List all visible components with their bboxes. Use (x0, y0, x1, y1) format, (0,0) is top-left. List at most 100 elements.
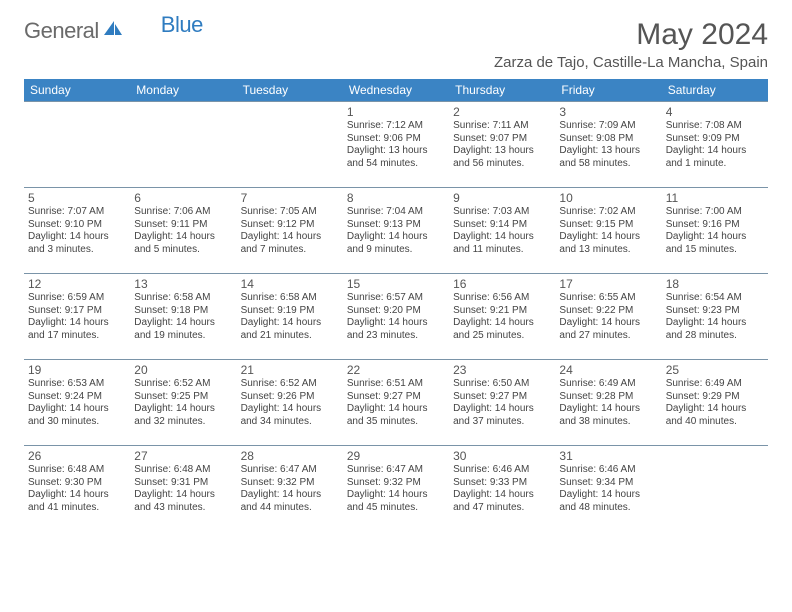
weekday-header: Sunday (24, 79, 130, 102)
day-number: 17 (559, 277, 657, 291)
day-info: Sunrise: 6:49 AMSunset: 9:29 PMDaylight:… (666, 378, 764, 428)
calendar-day-cell: 22Sunrise: 6:51 AMSunset: 9:27 PMDayligh… (343, 360, 449, 446)
day-info: Sunrise: 6:52 AMSunset: 9:25 PMDaylight:… (134, 378, 232, 428)
calendar-day-cell: 24Sunrise: 6:49 AMSunset: 9:28 PMDayligh… (555, 360, 661, 446)
calendar-day-cell: 17Sunrise: 6:55 AMSunset: 9:22 PMDayligh… (555, 274, 661, 360)
day-number: 7 (241, 191, 339, 205)
logo-text-blue: Blue (161, 12, 203, 38)
calendar-day-cell: 13Sunrise: 6:58 AMSunset: 9:18 PMDayligh… (130, 274, 236, 360)
calendar-empty-cell (24, 102, 130, 188)
weekday-header: Friday (555, 79, 661, 102)
weekday-header: Saturday (662, 79, 768, 102)
weekday-header: Tuesday (237, 79, 343, 102)
calendar-day-cell: 11Sunrise: 7:00 AMSunset: 9:16 PMDayligh… (662, 188, 768, 274)
day-info: Sunrise: 6:53 AMSunset: 9:24 PMDaylight:… (28, 378, 126, 428)
day-number: 5 (28, 191, 126, 205)
day-info: Sunrise: 6:55 AMSunset: 9:22 PMDaylight:… (559, 292, 657, 342)
day-info: Sunrise: 6:59 AMSunset: 9:17 PMDaylight:… (28, 292, 126, 342)
calendar-day-cell: 1Sunrise: 7:12 AMSunset: 9:06 PMDaylight… (343, 102, 449, 188)
day-info: Sunrise: 7:04 AMSunset: 9:13 PMDaylight:… (347, 206, 445, 256)
day-number: 25 (666, 363, 764, 377)
calendar-page: General Blue May 2024 Zarza de Tajo, Cas… (0, 0, 792, 550)
day-number: 6 (134, 191, 232, 205)
calendar-empty-cell (662, 446, 768, 532)
day-info: Sunrise: 6:48 AMSunset: 9:30 PMDaylight:… (28, 464, 126, 514)
day-number: 3 (559, 105, 657, 119)
location: Zarza de Tajo, Castille-La Mancha, Spain (494, 54, 768, 71)
day-info: Sunrise: 7:03 AMSunset: 9:14 PMDaylight:… (453, 206, 551, 256)
logo-text-general: General (24, 18, 99, 44)
day-number: 30 (453, 449, 551, 463)
calendar-day-cell: 28Sunrise: 6:47 AMSunset: 9:32 PMDayligh… (237, 446, 343, 532)
calendar-day-cell: 5Sunrise: 7:07 AMSunset: 9:10 PMDaylight… (24, 188, 130, 274)
day-info: Sunrise: 7:07 AMSunset: 9:10 PMDaylight:… (28, 206, 126, 256)
day-number: 1 (347, 105, 445, 119)
day-number: 16 (453, 277, 551, 291)
day-number: 18 (666, 277, 764, 291)
logo: General Blue (24, 18, 203, 44)
calendar-day-cell: 2Sunrise: 7:11 AMSunset: 9:07 PMDaylight… (449, 102, 555, 188)
weekday-header: Wednesday (343, 79, 449, 102)
logo-sail-icon (103, 20, 123, 43)
day-info: Sunrise: 6:47 AMSunset: 9:32 PMDaylight:… (347, 464, 445, 514)
calendar-day-cell: 14Sunrise: 6:58 AMSunset: 9:19 PMDayligh… (237, 274, 343, 360)
calendar-day-cell: 12Sunrise: 6:59 AMSunset: 9:17 PMDayligh… (24, 274, 130, 360)
calendar-day-cell: 10Sunrise: 7:02 AMSunset: 9:15 PMDayligh… (555, 188, 661, 274)
day-number: 13 (134, 277, 232, 291)
day-number: 8 (347, 191, 445, 205)
calendar-week-row: 19Sunrise: 6:53 AMSunset: 9:24 PMDayligh… (24, 360, 768, 446)
day-number: 9 (453, 191, 551, 205)
day-info: Sunrise: 6:57 AMSunset: 9:20 PMDaylight:… (347, 292, 445, 342)
weekday-header: Thursday (449, 79, 555, 102)
day-number: 26 (28, 449, 126, 463)
day-info: Sunrise: 6:50 AMSunset: 9:27 PMDaylight:… (453, 378, 551, 428)
day-info: Sunrise: 6:51 AMSunset: 9:27 PMDaylight:… (347, 378, 445, 428)
day-info: Sunrise: 7:09 AMSunset: 9:08 PMDaylight:… (559, 120, 657, 170)
day-info: Sunrise: 6:46 AMSunset: 9:33 PMDaylight:… (453, 464, 551, 514)
calendar-day-cell: 16Sunrise: 6:56 AMSunset: 9:21 PMDayligh… (449, 274, 555, 360)
day-info: Sunrise: 6:52 AMSunset: 9:26 PMDaylight:… (241, 378, 339, 428)
day-info: Sunrise: 6:54 AMSunset: 9:23 PMDaylight:… (666, 292, 764, 342)
day-number: 28 (241, 449, 339, 463)
day-number: 19 (28, 363, 126, 377)
day-number: 29 (347, 449, 445, 463)
calendar-day-cell: 7Sunrise: 7:05 AMSunset: 9:12 PMDaylight… (237, 188, 343, 274)
calendar-day-cell: 6Sunrise: 7:06 AMSunset: 9:11 PMDaylight… (130, 188, 236, 274)
calendar-day-cell: 4Sunrise: 7:08 AMSunset: 9:09 PMDaylight… (662, 102, 768, 188)
calendar-day-cell: 9Sunrise: 7:03 AMSunset: 9:14 PMDaylight… (449, 188, 555, 274)
day-number: 12 (28, 277, 126, 291)
calendar-day-cell: 25Sunrise: 6:49 AMSunset: 9:29 PMDayligh… (662, 360, 768, 446)
calendar-day-cell: 27Sunrise: 6:48 AMSunset: 9:31 PMDayligh… (130, 446, 236, 532)
calendar-empty-cell (130, 102, 236, 188)
weekday-header: Monday (130, 79, 236, 102)
calendar-day-cell: 20Sunrise: 6:52 AMSunset: 9:25 PMDayligh… (130, 360, 236, 446)
calendar-day-cell: 18Sunrise: 6:54 AMSunset: 9:23 PMDayligh… (662, 274, 768, 360)
calendar-week-row: 5Sunrise: 7:07 AMSunset: 9:10 PMDaylight… (24, 188, 768, 274)
calendar-week-row: 1Sunrise: 7:12 AMSunset: 9:06 PMDaylight… (24, 102, 768, 188)
day-number: 23 (453, 363, 551, 377)
calendar-day-cell: 31Sunrise: 6:46 AMSunset: 9:34 PMDayligh… (555, 446, 661, 532)
calendar-head: SundayMondayTuesdayWednesdayThursdayFrid… (24, 79, 768, 102)
day-number: 14 (241, 277, 339, 291)
day-info: Sunrise: 6:49 AMSunset: 9:28 PMDaylight:… (559, 378, 657, 428)
day-number: 27 (134, 449, 232, 463)
weekday-row: SundayMondayTuesdayWednesdayThursdayFrid… (24, 79, 768, 102)
calendar-day-cell: 3Sunrise: 7:09 AMSunset: 9:08 PMDaylight… (555, 102, 661, 188)
day-number: 4 (666, 105, 764, 119)
day-info: Sunrise: 7:11 AMSunset: 9:07 PMDaylight:… (453, 120, 551, 170)
day-number: 20 (134, 363, 232, 377)
calendar-day-cell: 23Sunrise: 6:50 AMSunset: 9:27 PMDayligh… (449, 360, 555, 446)
day-number: 2 (453, 105, 551, 119)
day-info: Sunrise: 6:48 AMSunset: 9:31 PMDaylight:… (134, 464, 232, 514)
day-number: 11 (666, 191, 764, 205)
day-info: Sunrise: 6:58 AMSunset: 9:19 PMDaylight:… (241, 292, 339, 342)
day-info: Sunrise: 6:46 AMSunset: 9:34 PMDaylight:… (559, 464, 657, 514)
calendar-week-row: 26Sunrise: 6:48 AMSunset: 9:30 PMDayligh… (24, 446, 768, 532)
month-title: May 2024 (494, 18, 768, 52)
calendar-day-cell: 19Sunrise: 6:53 AMSunset: 9:24 PMDayligh… (24, 360, 130, 446)
title-block: May 2024 Zarza de Tajo, Castille-La Manc… (494, 18, 768, 71)
calendar-body: 1Sunrise: 7:12 AMSunset: 9:06 PMDaylight… (24, 102, 768, 532)
day-info: Sunrise: 7:12 AMSunset: 9:06 PMDaylight:… (347, 120, 445, 170)
day-info: Sunrise: 7:08 AMSunset: 9:09 PMDaylight:… (666, 120, 764, 170)
day-info: Sunrise: 7:02 AMSunset: 9:15 PMDaylight:… (559, 206, 657, 256)
